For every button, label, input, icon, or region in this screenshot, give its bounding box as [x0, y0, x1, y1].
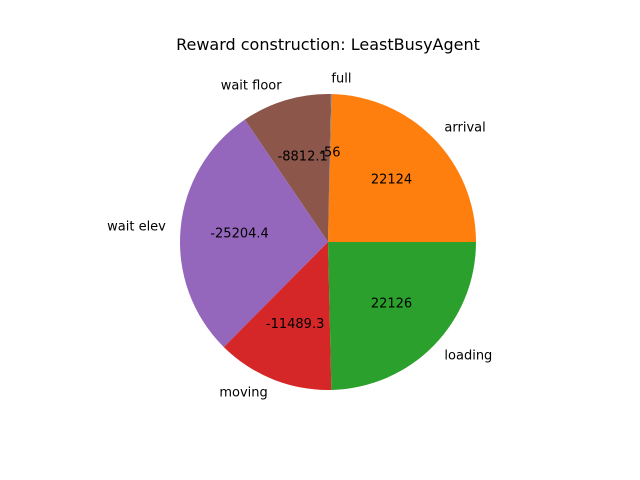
slice-value-loading: 22126 [371, 297, 412, 312]
slice-label-moving: moving [219, 386, 267, 401]
chart-title: Reward construction: LeastBusyAgent [176, 35, 480, 54]
slice-label-arrival: arrival [444, 121, 485, 136]
pie-slices [179, 94, 477, 390]
slice-value-wait-elev: -25204.4 [210, 226, 268, 241]
slice-value-arrival: 22124 [371, 172, 412, 187]
slice-label-wait-floor: wait floor [221, 78, 283, 93]
pie-slice-loading [328, 242, 477, 390]
pie-slice-full [328, 94, 332, 243]
slice-label-full: full [331, 72, 351, 87]
slice-value-full: -56 [319, 146, 340, 161]
pie-slice-moving [223, 242, 332, 390]
pie-slice-arrival [328, 94, 476, 243]
pie-labels: arrival 22124 full -56 wait floor -8812.1 wait… [107, 72, 492, 401]
pie-slice-wait-elev [179, 119, 328, 348]
slice-label-loading: loading [444, 348, 492, 363]
slice-value-wait-floor: -8812.1 [278, 149, 328, 164]
slice-value-moving: -11489.3 [266, 317, 324, 332]
slice-label-wait-elev: wait elev [107, 220, 166, 235]
pie-slice-wait-floor [244, 94, 331, 243]
